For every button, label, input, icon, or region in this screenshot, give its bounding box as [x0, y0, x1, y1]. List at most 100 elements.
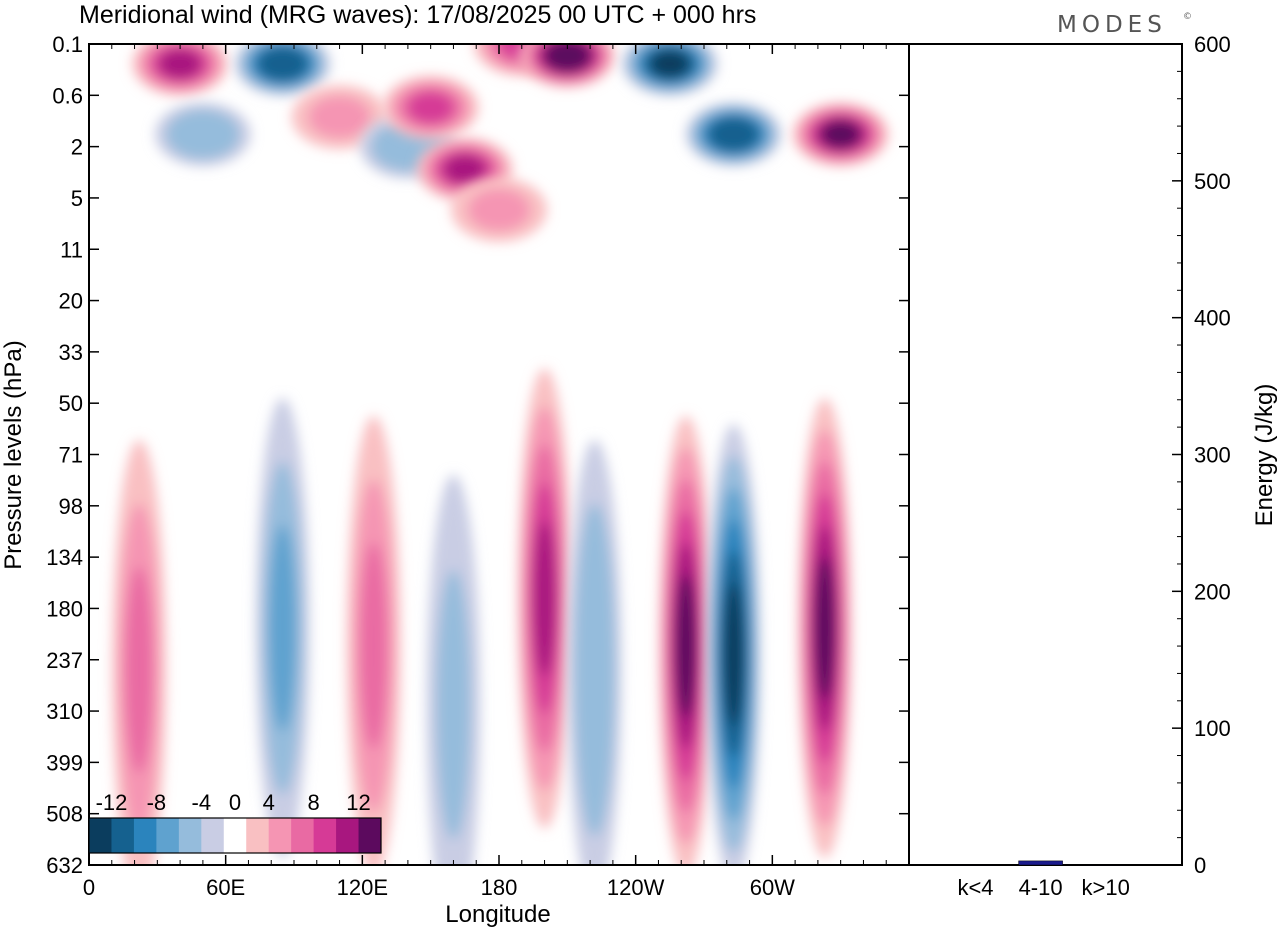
figure-title: Meridional wind (MRG waves): 17/08/2025 … — [79, 1, 756, 29]
y-tick-label: 11 — [60, 237, 83, 262]
y-axis: 0.1 0.6 2 5 11 20 33 50 71 98 134 180 237 310 399 508 63… — [46, 32, 909, 878]
colorbar-label: 0 — [229, 790, 241, 815]
colorbar-swatch — [223, 818, 247, 853]
energy-tick-label: 300 — [1194, 443, 1231, 468]
y-tick-label: 310 — [46, 699, 83, 724]
colorbar-outline — [88, 817, 382, 854]
energy-category-label: k<4 — [957, 875, 993, 900]
x-axis: 0 60E 120E 180 120W 60W — [83, 44, 887, 900]
energy-category-label: 4-10 — [1019, 875, 1063, 900]
wind-anomaly-feature — [792, 102, 889, 167]
energy-tick-label: 500 — [1194, 169, 1231, 194]
energy-tick-label: 400 — [1194, 306, 1231, 331]
wind-anomaly-feature — [797, 398, 852, 859]
y-axis-label: Pressure levels (hPa) — [0, 340, 27, 569]
contour-level — [444, 154, 486, 184]
colorbar-swatch — [291, 818, 315, 853]
wind-anomaly-feature — [132, 44, 229, 96]
y-tick-label: 20 — [59, 289, 83, 314]
colorbar-swatch — [246, 818, 270, 853]
x-tick-label: 120W — [607, 875, 665, 900]
wind-anomaly-feature — [154, 102, 251, 167]
wind-anomaly-feature — [382, 75, 479, 140]
brand-logo: MODES — [1057, 12, 1167, 38]
colorbar-swatch — [313, 818, 337, 853]
colorbar-swatch — [133, 818, 157, 853]
x-tick-label: 0 — [83, 875, 95, 900]
colorbar-swatch — [156, 818, 180, 853]
wind-anomaly-feature — [426, 474, 481, 865]
energy-category-label: k>10 — [1082, 875, 1130, 900]
colorbar-label: 4 — [263, 790, 275, 815]
y-tick-label: 508 — [46, 802, 83, 827]
contour-level — [548, 44, 587, 69]
energy-tick-label: 600 — [1194, 32, 1231, 57]
contour-level — [159, 49, 201, 79]
x-tick-label: 180 — [481, 875, 518, 900]
contour-level — [650, 50, 690, 78]
y-tick-label: 237 — [46, 648, 83, 673]
brand-mark: © — [1183, 12, 1192, 22]
colorbar-swatch — [111, 818, 135, 853]
colorbar-swatch — [178, 818, 202, 853]
wind-anomaly-feature — [234, 44, 331, 96]
wind-contour-field — [112, 44, 889, 865]
energy-bar-chart: k<4 4-10 k>10 0 100 200 300 400 500 600 — [953, 32, 1231, 900]
y-tick-label: 0.1 — [52, 32, 83, 57]
y-tick-label: 632 — [46, 853, 83, 878]
y-tick-label: 180 — [46, 596, 83, 621]
y-tick-label: 33 — [59, 340, 83, 365]
wind-anomaly-feature — [112, 440, 167, 865]
colorbar-label: 8 — [307, 790, 319, 815]
contour-level — [713, 120, 754, 149]
contour-level — [308, 96, 371, 139]
energy-panel-frame — [908, 43, 1183, 866]
contour-level — [533, 520, 556, 677]
colorbar-label: 12 — [346, 790, 370, 815]
energy-bar — [1018, 860, 1063, 866]
colorbar-legend: -12 -8 -4 0 4 8 12 — [88, 790, 382, 854]
contour-level — [581, 566, 609, 774]
colorbar-label: -8 — [147, 790, 167, 815]
y-tick-label: 50 — [59, 391, 83, 416]
contour-level — [408, 92, 454, 124]
x-tick-label: 120E — [337, 875, 388, 900]
colorbar-swatch — [89, 818, 112, 853]
contour-level — [675, 574, 697, 718]
colorbar-swatch — [336, 818, 360, 853]
contour-level — [723, 582, 744, 726]
colorbar-swatch — [201, 818, 225, 853]
colorbar-label: -12 — [96, 790, 128, 815]
y-tick-label: 399 — [46, 750, 83, 775]
contour-level — [125, 566, 153, 774]
contour-level — [436, 569, 471, 840]
wind-anomaly-feature — [621, 44, 718, 96]
y-tick-label: 98 — [59, 494, 83, 519]
x-tick-label: 60E — [206, 875, 245, 900]
wind-anomaly-feature — [517, 368, 572, 829]
energy-tick-label: 100 — [1194, 716, 1231, 741]
contour-level — [821, 120, 861, 149]
wind-anomaly-feature — [685, 102, 782, 167]
contour-level — [468, 188, 530, 231]
colorbar-swatch — [268, 818, 292, 853]
x-axis-label: Longitude — [445, 901, 550, 928]
y-tick-label: 0.6 — [52, 83, 83, 108]
contour-level — [814, 556, 836, 700]
wind-anomaly-feature — [255, 398, 310, 859]
contour-level — [177, 117, 229, 152]
contour-level — [360, 542, 388, 750]
y-tick-label: 2 — [71, 135, 83, 160]
energy-tick-label: 200 — [1194, 579, 1231, 604]
wind-anomaly-feature — [291, 85, 388, 150]
y-tick-label: 71 — [59, 443, 83, 468]
wind-anomaly-feature — [451, 177, 547, 242]
wind-anomaly-feature — [519, 44, 616, 88]
wind-anomaly-feature — [346, 415, 401, 865]
wind-anomaly-feature — [658, 415, 713, 865]
energy-tick-label: 0 — [1194, 853, 1206, 878]
y-tick-label: 134 — [46, 545, 83, 570]
contour-level — [268, 524, 297, 732]
colorbar-label: -4 — [192, 790, 212, 815]
